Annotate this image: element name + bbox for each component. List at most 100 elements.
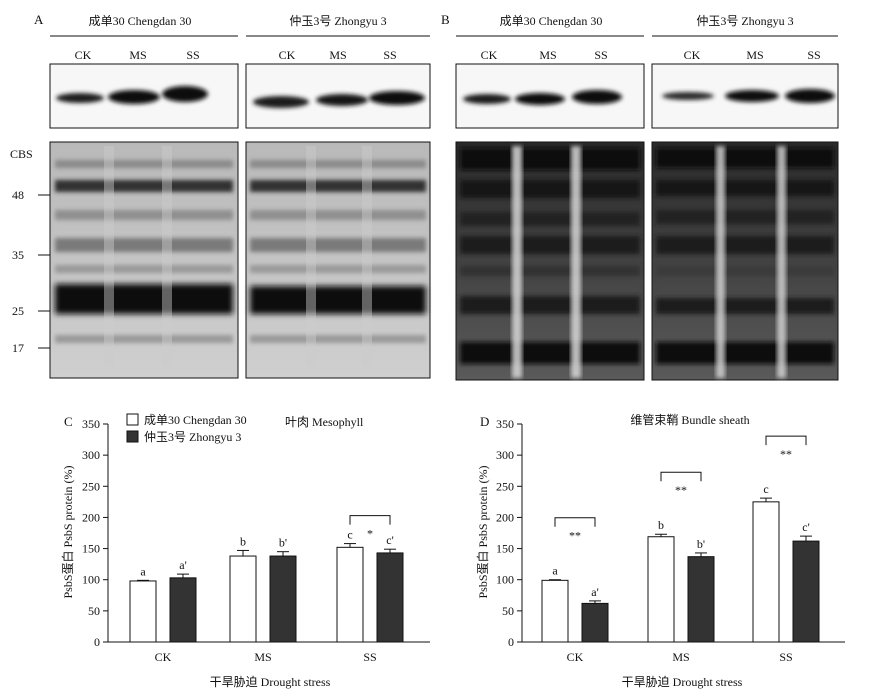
panel-b-cbs-gel-zhongyu	[651, 141, 839, 381]
panel-d-label: D	[480, 414, 489, 429]
chart-d-title: 维管束鞘 Bundle sheath	[630, 412, 749, 427]
bar	[541, 579, 569, 643]
marker-25: 25	[12, 304, 24, 318]
significance-bracket	[765, 435, 807, 446]
chart-c-title: 叶肉 Mesophyll	[285, 415, 364, 429]
significance-letter: c	[347, 528, 352, 542]
significance-letter: c'	[802, 520, 810, 534]
y-tick-label: 100	[82, 573, 100, 587]
chart-d-axes: 0 50 100 150 200 250 300 350 CK MS SS	[496, 417, 845, 664]
panel-a-cbs-gel-zhongyu	[245, 141, 431, 379]
chart-d-y-axis-label: PsbS蛋白 PsbS protein (%)	[475, 465, 490, 598]
bar	[336, 546, 364, 643]
y-tick-label: 350	[82, 417, 100, 431]
y-tick-label: 50	[88, 604, 100, 618]
lane-label: MS	[129, 48, 146, 62]
bar	[129, 580, 157, 643]
panel-b-label: B	[441, 12, 450, 27]
lane-label: CK	[481, 48, 498, 62]
panel-c-label: C	[64, 414, 73, 429]
y-tick-label: 250	[82, 479, 100, 493]
bar	[229, 555, 257, 643]
bar	[269, 555, 297, 643]
significance-letter: a'	[591, 585, 599, 599]
chart-d-x-axis-label: 干旱胁迫 Drought stress	[622, 674, 743, 689]
bar	[169, 577, 197, 643]
panel-a-western-blot-zhongyu	[245, 63, 431, 129]
y-tick-label: 200	[496, 510, 514, 524]
significance-mark: **	[675, 483, 687, 497]
significance-letter: b	[658, 518, 664, 532]
legend-swatch-zhongyu	[126, 430, 139, 443]
lane-label: CK	[279, 48, 296, 62]
significance-bracket	[660, 471, 702, 482]
y-tick-label: 300	[496, 448, 514, 462]
panel-a-lane-labels: CK MS SS CK MS SS	[75, 48, 397, 62]
lane-label: SS	[594, 48, 607, 62]
legend-label-chengdan: 成单30 Chengdan 30	[144, 413, 247, 427]
lane-label: CK	[75, 48, 92, 62]
chart-d: D 维管束鞘 Bundle sheath PsbS蛋白 PsbS protein…	[475, 412, 845, 689]
panel-a-cultivar-1: 成单30 Chengdan 30	[89, 14, 192, 28]
significance-bracket	[554, 517, 596, 527]
panel-b-western-blot-zhongyu	[651, 63, 839, 129]
lane-label: MS	[329, 48, 346, 62]
x-tick-label: SS	[779, 650, 792, 664]
panel-b-lane-labels: CK MS SS CK MS SS	[481, 48, 821, 62]
lane-label: CK	[684, 48, 701, 62]
panel-b-western-blot-chengdan	[455, 63, 645, 129]
significance-mark: **	[780, 447, 792, 461]
lane-label: MS	[746, 48, 763, 62]
y-tick-label: 350	[496, 417, 514, 431]
x-tick-label: MS	[254, 650, 271, 664]
y-tick-label: 300	[82, 448, 100, 462]
y-tick-label: 0	[94, 635, 100, 649]
x-tick-label: SS	[363, 650, 376, 664]
panel-a-western-blot-chengdan	[49, 63, 239, 129]
y-tick-label: 150	[82, 542, 100, 556]
y-tick-label: 100	[496, 573, 514, 587]
significance-mark: **	[569, 529, 581, 543]
chart-c-axes: 0 50 100 150 200 250 300 350 CK MS SS	[82, 417, 430, 664]
cbs-label: CBS	[10, 147, 33, 161]
panel-b-cultivar-2: 仲玉3号 Zhongyu 3	[696, 14, 793, 28]
x-tick-label: CK	[567, 650, 584, 664]
significance-letter: c'	[386, 533, 394, 547]
panel-b-cbs-gel-chengdan	[455, 141, 645, 381]
significance-letter: a	[552, 564, 558, 578]
significance-bracket	[349, 515, 391, 525]
y-tick-label: 150	[496, 542, 514, 556]
y-tick-label: 50	[502, 604, 514, 618]
chart-d-marks: a a' b b' c c' ** ** **	[541, 435, 820, 643]
chart-c-marks: a a' b b' c c' *	[129, 515, 404, 643]
significance-letter: b'	[697, 537, 705, 551]
chart-c-y-axis-label: PsbS蛋白 PsbS protein (%)	[60, 465, 75, 598]
marker-ticks: 48 35 25 17	[12, 188, 50, 355]
chart-c-legend: 成单30 Chengdan 30 仲玉3号 Zhongyu 3	[126, 413, 247, 444]
significance-mark: *	[367, 527, 373, 541]
chart-c: C 叶肉 Mesophyll PsbS蛋白 PsbS protein (%) 干…	[60, 413, 430, 689]
significance-letter: a	[140, 564, 146, 578]
chart-c-x-axis-label: 干旱胁迫 Drought stress	[210, 674, 331, 689]
lane-label: SS	[186, 48, 199, 62]
bar	[792, 540, 820, 643]
panel-a-cbs-gel-chengdan	[49, 141, 239, 379]
lane-label: MS	[539, 48, 556, 62]
bar	[376, 552, 404, 643]
lane-label: SS	[807, 48, 820, 62]
y-tick-label: 0	[508, 635, 514, 649]
x-tick-label: MS	[672, 650, 689, 664]
bar	[687, 556, 715, 643]
bar	[752, 501, 780, 643]
significance-letter: c	[763, 482, 768, 496]
marker-17: 17	[12, 341, 24, 355]
panel-a-label: A	[34, 12, 44, 27]
y-tick-label: 200	[82, 510, 100, 524]
bar	[647, 536, 675, 643]
legend-swatch-chengdan	[126, 413, 139, 426]
bar	[581, 602, 609, 643]
significance-letter: b'	[279, 536, 287, 550]
significance-letter: b	[240, 534, 246, 548]
panel-a-cultivar-2: 仲玉3号 Zhongyu 3	[289, 14, 386, 28]
